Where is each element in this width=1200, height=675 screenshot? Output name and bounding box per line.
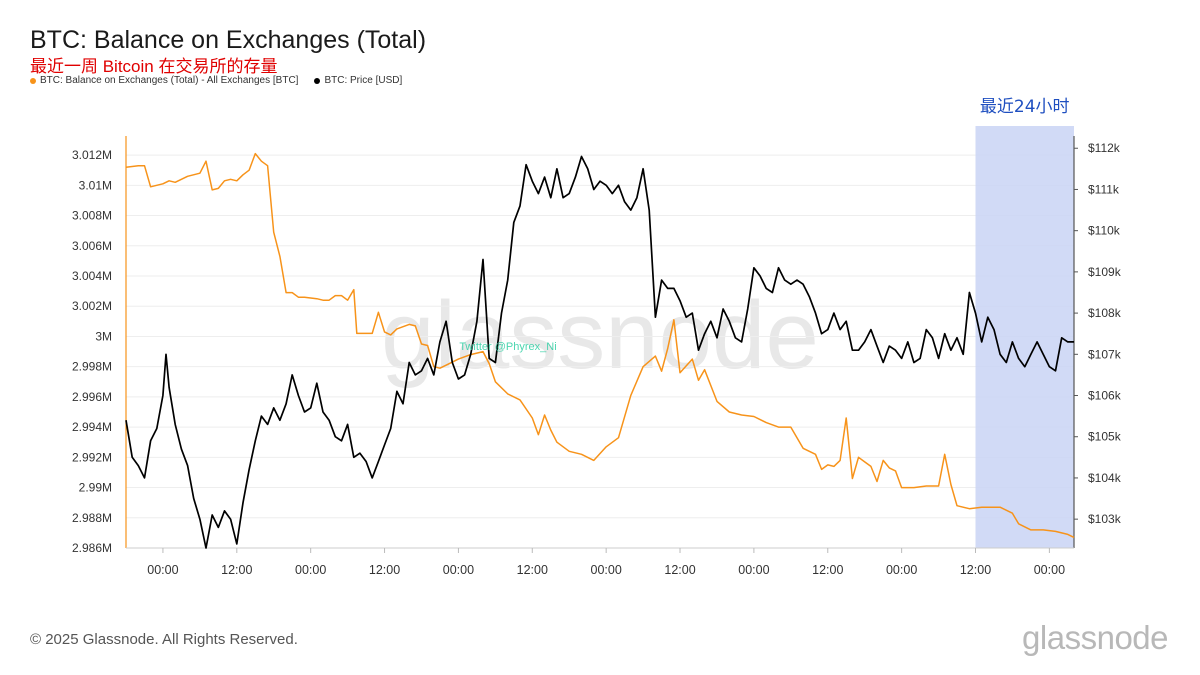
legend-swatch-balance [30, 77, 36, 84]
legend-item-price[interactable]: BTC: Price [USD] [314, 75, 402, 86]
y-left-tick-label: 3.002M [72, 299, 112, 313]
chart-title: BTC: Balance on Exchanges (Total) [30, 26, 427, 54]
x-tick-label: 12:00 [812, 563, 843, 577]
x-tick-label: 00:00 [443, 563, 474, 577]
x-tick-label: 00:00 [295, 563, 326, 577]
y-right-tick-label: $107k [1088, 347, 1122, 361]
highlight-band [975, 126, 1074, 548]
y-left-tick-label: 2.996M [72, 390, 112, 404]
y-right-tick-label: $109k [1088, 265, 1122, 279]
y-right-tick-label: $108k [1088, 306, 1122, 320]
y-left-tick-label: 2.986M [72, 541, 112, 555]
y-left-tick-label: 3.008M [72, 209, 112, 223]
legend-label-balance: BTC: Balance on Exchanges (Total) - All … [40, 75, 299, 86]
y-left-tick-label: 3M [95, 329, 112, 343]
credit-watermark: Twitter @Phyrex_Ni [459, 341, 556, 353]
y-left-tick-label: 3.006M [72, 239, 112, 253]
y-right-tick-label: $103k [1088, 512, 1122, 526]
y-left-tick-label: 2.998M [72, 360, 112, 374]
x-tick-label: 00:00 [591, 563, 622, 577]
series-line-price [125, 155, 1074, 549]
x-tick-label: 00:00 [738, 563, 769, 577]
x-tick-label: 00:00 [886, 563, 917, 577]
y-left-tick-label: 2.992M [72, 450, 112, 464]
x-tick-label: 12:00 [369, 563, 400, 577]
legend-label-price: BTC: Price [USD] [324, 75, 403, 86]
legend-swatch-price [314, 77, 321, 84]
y-right-tick-label: $104k [1088, 471, 1122, 485]
highlight-label: 最近24小时 [980, 97, 1070, 117]
glassnode-logo: glassnode [1022, 619, 1168, 656]
y-right-tick-label: $111k [1088, 182, 1120, 196]
copyright-text: © 2025 Glassnode. All Rights Reserved. [30, 631, 298, 648]
x-tick-label: 00:00 [1034, 563, 1065, 577]
series-line-balance [125, 152, 1075, 539]
chart-subtitle: 最近一周 Bitcoin 在交易所的存量 [30, 57, 278, 76]
y-right-tick-label: $112k [1088, 141, 1121, 155]
y-right-tick-label: $110k [1088, 224, 1121, 238]
y-left-tick-label: 3.01M [79, 178, 112, 192]
chart-legend: BTC: Balance on Exchanges (Total) - All … [30, 75, 402, 86]
watermark: glassnode [381, 282, 819, 389]
y-right-tick-label: $106k [1088, 389, 1122, 403]
x-tick-label: 12:00 [664, 563, 695, 577]
y-left-tick-label: 2.994M [72, 420, 112, 434]
x-tick-label: 12:00 [960, 563, 991, 577]
y-left-tick-label: 2.988M [72, 511, 112, 525]
x-tick-label: 12:00 [517, 563, 548, 577]
x-tick-label: 12:00 [221, 563, 252, 577]
y-left-tick-label: 3.012M [72, 148, 112, 162]
x-tick-label: 00:00 [147, 563, 178, 577]
y-left-tick-label: 3.004M [72, 269, 112, 283]
y-right-tick-label: $105k [1088, 430, 1122, 444]
y-left-tick-label: 2.99M [79, 481, 112, 495]
legend-item-balance[interactable]: BTC: Balance on Exchanges (Total) - All … [30, 75, 298, 86]
